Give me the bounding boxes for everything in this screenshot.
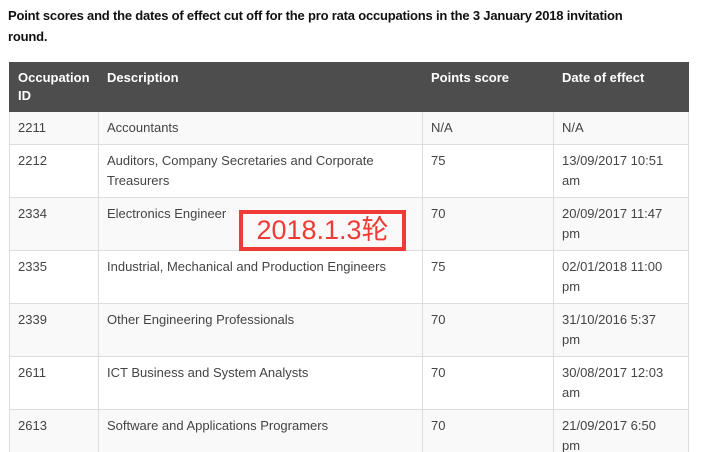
cell-date-of-effect: 20/09/2017 11:47 pm bbox=[553, 197, 689, 251]
cell-points-score: 75 bbox=[422, 144, 554, 198]
cell-date-of-effect: 31/10/2016 5:37 pm bbox=[553, 303, 689, 357]
cell-occupation-id: 2335 bbox=[9, 250, 99, 304]
cell-points-score: 70 bbox=[422, 303, 554, 357]
cell-occupation-id: 2334 bbox=[9, 197, 99, 251]
cell-points-score: 70 bbox=[422, 356, 554, 410]
cell-date-of-effect: 21/09/2017 6:50 pm bbox=[553, 409, 689, 452]
cell-occupation-id: 2211 bbox=[9, 111, 99, 145]
pro-rata-occupations-table: Occupation ID Description Points score D… bbox=[9, 62, 689, 452]
table-row: 2339 Other Engineering Professionals 70 31/… bbox=[9, 303, 689, 357]
table-row: 2211 Accountants N/A N/A bbox=[9, 111, 689, 145]
table-body: 2211 Accountants N/A N/A 2212 Auditors, Compa… bbox=[9, 111, 689, 452]
table-row: 2611 ICT Business and System Analysts 70 30… bbox=[9, 356, 689, 410]
cell-description: Accountants bbox=[98, 111, 423, 145]
cell-points-score: 70 bbox=[422, 197, 554, 251]
table-row: 2334 Electronics Engineer 70 20/09/2017 11:… bbox=[9, 197, 689, 251]
cell-occupation-id: 2339 bbox=[9, 303, 99, 357]
col-header-date-of-effect: Date of effect bbox=[553, 62, 689, 112]
cell-description: Other Engineering Professionals bbox=[98, 303, 423, 357]
cell-description: Auditors, Company Secretaries and Corpor… bbox=[98, 144, 423, 198]
table-row: 2335 Industrial, Mechanical and Productio… bbox=[9, 250, 689, 304]
table-header: Occupation ID Description Points score D… bbox=[9, 62, 689, 112]
cell-date-of-effect: N/A bbox=[553, 111, 689, 145]
cell-occupation-id: 2212 bbox=[9, 144, 99, 198]
cell-points-score: N/A bbox=[422, 111, 554, 145]
table-row: 2212 Auditors, Company Secretaries and Co… bbox=[9, 144, 689, 198]
table-row: 2613 Software and Applications Programers… bbox=[9, 409, 689, 452]
cell-date-of-effect: 02/01/2018 11:00 pm bbox=[553, 250, 689, 304]
cell-description: ICT Business and System Analysts bbox=[98, 356, 423, 410]
cell-occupation-id: 2613 bbox=[9, 409, 99, 452]
cell-points-score: 70 bbox=[422, 409, 554, 452]
cell-description: Software and Applications Programers bbox=[98, 409, 423, 452]
cell-date-of-effect: 30/08/2017 12:03 am bbox=[553, 356, 689, 410]
col-header-description: Description bbox=[98, 62, 423, 112]
page-title: Point scores and the dates of effect cut… bbox=[8, 8, 623, 44]
cell-description: Industrial, Mechanical and Production En… bbox=[98, 250, 423, 304]
col-header-occupation-id: Occupation ID bbox=[9, 62, 99, 112]
cell-points-score: 75 bbox=[422, 250, 554, 304]
cell-description: Electronics Engineer bbox=[98, 197, 423, 251]
cell-occupation-id: 2611 bbox=[9, 356, 99, 410]
cell-date-of-effect: 13/09/2017 10:51 am bbox=[553, 144, 689, 198]
col-header-points-score: Points score bbox=[422, 62, 554, 112]
